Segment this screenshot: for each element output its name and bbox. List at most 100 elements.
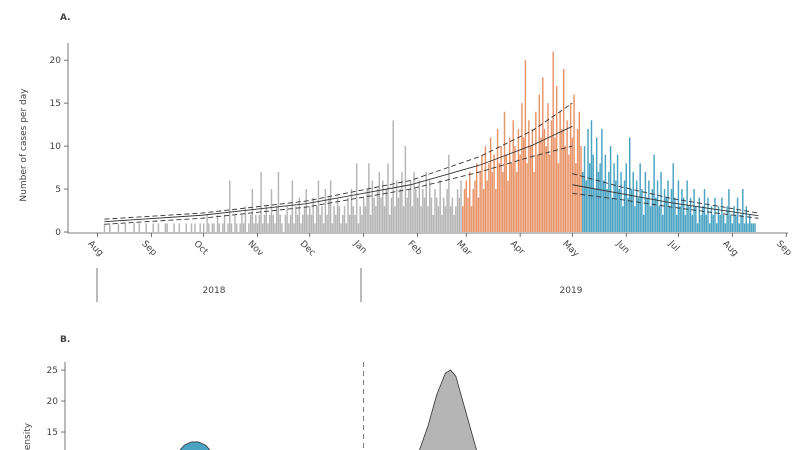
bar	[559, 111, 561, 232]
x-tick-label: Jul	[666, 238, 681, 253]
bar	[366, 189, 368, 232]
bar	[731, 223, 734, 232]
bar	[686, 180, 688, 232]
bar	[749, 214, 751, 232]
bar	[458, 197, 461, 232]
bar	[319, 214, 321, 232]
bar	[510, 163, 513, 232]
bar	[547, 103, 549, 233]
bar	[576, 128, 579, 232]
bar	[656, 180, 659, 232]
bar	[315, 206, 318, 232]
bar	[613, 163, 615, 232]
bar	[277, 171, 280, 232]
bar	[637, 197, 640, 232]
bar	[467, 197, 469, 232]
bar	[552, 51, 554, 232]
bar	[387, 163, 389, 232]
bar	[601, 128, 603, 232]
bar	[562, 68, 565, 232]
bar	[655, 197, 657, 232]
bar	[317, 180, 320, 232]
bar	[509, 137, 511, 232]
bar	[279, 214, 281, 232]
bar	[557, 163, 560, 232]
bar	[747, 223, 749, 232]
bar	[354, 214, 356, 232]
bar	[321, 206, 323, 232]
bar	[620, 171, 622, 232]
bar	[244, 206, 247, 232]
bar	[124, 223, 127, 232]
bar	[602, 180, 605, 232]
bar	[722, 214, 725, 232]
bar	[608, 171, 610, 232]
bar	[378, 171, 381, 232]
bar	[524, 60, 527, 232]
bar	[359, 206, 361, 232]
bar	[470, 206, 473, 232]
bar	[314, 223, 316, 232]
bar	[594, 189, 596, 232]
bar	[329, 180, 332, 232]
bar	[695, 206, 697, 232]
bar	[484, 146, 487, 232]
bar	[670, 189, 673, 232]
bar	[364, 206, 367, 232]
bar	[382, 180, 384, 232]
bar	[642, 214, 645, 232]
bar	[138, 223, 141, 232]
bar	[328, 197, 330, 232]
bar	[696, 223, 699, 232]
bar	[543, 128, 546, 232]
bar	[672, 163, 674, 232]
bar	[512, 120, 514, 232]
bar	[399, 189, 401, 232]
bar	[190, 223, 193, 232]
bar	[735, 214, 737, 232]
bar	[418, 180, 421, 232]
bar	[505, 154, 507, 232]
bar	[389, 214, 391, 232]
bar	[300, 223, 302, 232]
bar	[675, 214, 678, 232]
bar	[270, 189, 273, 232]
bar	[669, 206, 671, 232]
bar	[622, 206, 624, 232]
x-tick-label: Aug	[720, 239, 740, 259]
bar	[185, 223, 187, 232]
density-area	[179, 441, 211, 450]
bar	[528, 120, 530, 232]
confidence-line	[104, 145, 573, 225]
bar	[289, 214, 292, 232]
bar	[349, 214, 351, 232]
bar	[338, 206, 341, 232]
bar	[648, 180, 650, 232]
bar	[653, 154, 655, 232]
bar	[698, 197, 701, 232]
bar	[229, 180, 231, 232]
x-tick-label: Aug	[85, 239, 105, 259]
bar	[604, 154, 607, 232]
bar	[575, 163, 577, 232]
bar	[599, 163, 601, 232]
bar	[385, 189, 387, 232]
bar	[750, 223, 753, 232]
bar	[253, 223, 255, 232]
bar	[303, 206, 306, 232]
bar	[625, 163, 627, 232]
bar	[326, 214, 328, 232]
bar	[432, 214, 434, 232]
bar	[255, 214, 257, 232]
bar	[423, 197, 426, 232]
bar	[465, 180, 467, 232]
bar	[724, 223, 727, 232]
bar	[500, 146, 502, 232]
bar	[475, 163, 478, 232]
bar	[269, 214, 271, 232]
bar	[411, 206, 414, 232]
bar	[406, 197, 408, 232]
bar	[710, 206, 713, 232]
bar	[481, 154, 483, 232]
